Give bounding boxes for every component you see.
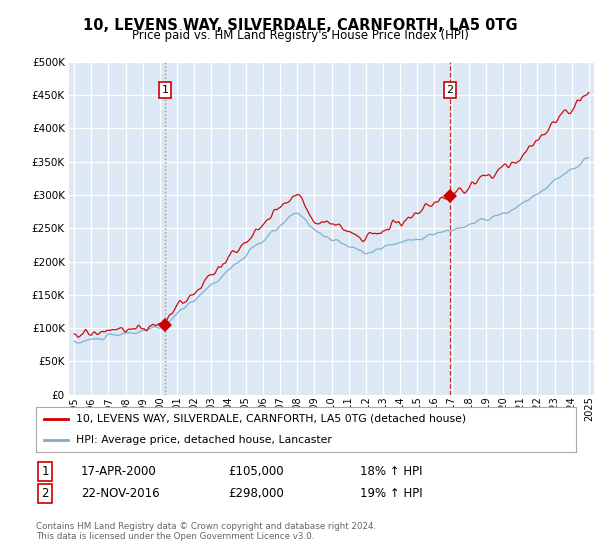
Text: 22-NOV-2016: 22-NOV-2016: [81, 487, 160, 501]
Text: Price paid vs. HM Land Registry's House Price Index (HPI): Price paid vs. HM Land Registry's House …: [131, 29, 469, 42]
Text: £298,000: £298,000: [228, 487, 284, 501]
Text: 19% ↑ HPI: 19% ↑ HPI: [360, 487, 422, 501]
Text: HPI: Average price, detached house, Lancaster: HPI: Average price, detached house, Lanc…: [77, 435, 332, 445]
Text: £105,000: £105,000: [228, 465, 284, 478]
Text: 10, LEVENS WAY, SILVERDALE, CARNFORTH, LA5 0TG (detached house): 10, LEVENS WAY, SILVERDALE, CARNFORTH, L…: [77, 414, 467, 424]
Text: 2: 2: [41, 487, 49, 501]
Text: 17-APR-2000: 17-APR-2000: [81, 465, 157, 478]
Text: 10, LEVENS WAY, SILVERDALE, CARNFORTH, LA5 0TG: 10, LEVENS WAY, SILVERDALE, CARNFORTH, L…: [83, 18, 517, 33]
Text: 1: 1: [161, 85, 169, 95]
Text: 18% ↑ HPI: 18% ↑ HPI: [360, 465, 422, 478]
Text: Contains HM Land Registry data © Crown copyright and database right 2024.
This d: Contains HM Land Registry data © Crown c…: [36, 522, 376, 542]
Text: 1: 1: [41, 465, 49, 478]
Text: 2: 2: [446, 85, 454, 95]
